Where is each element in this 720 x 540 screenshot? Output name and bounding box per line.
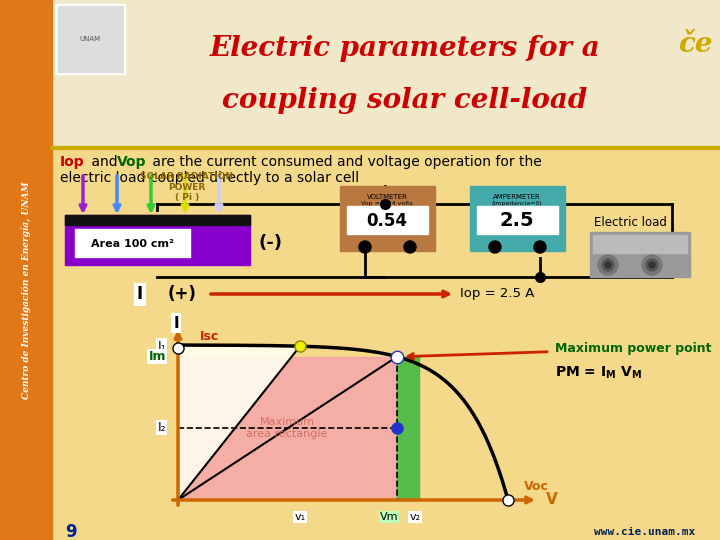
Bar: [178, 357, 397, 500]
Text: Centro de Investigación en Energía, UNAM: Centro de Investigación en Energía, UNAM: [22, 181, 31, 399]
Bar: [470, 186, 565, 251]
Text: 9: 9: [65, 523, 76, 540]
Text: 2.5: 2.5: [500, 212, 534, 231]
Text: Iop = 2.5 A: Iop = 2.5 A: [460, 287, 534, 300]
Circle shape: [489, 241, 501, 253]
Text: Maximum
area rectangle: Maximum area rectangle: [246, 417, 328, 438]
Bar: [58, 6, 123, 72]
Circle shape: [598, 255, 618, 275]
Text: V: V: [546, 492, 558, 508]
Text: UNAM: UNAM: [79, 36, 101, 42]
Text: Vop: Vop: [117, 155, 146, 169]
Text: Im: Im: [148, 350, 166, 363]
Bar: [347, 206, 428, 234]
Text: VOLTMETER: VOLTMETER: [366, 194, 408, 200]
Text: Iop: Iop: [60, 155, 85, 169]
Text: Voc: Voc: [523, 480, 549, 492]
Bar: [340, 186, 435, 251]
Text: PM = $\mathregular{I_M}$ $\mathregular{V_M}$: PM = $\mathregular{I_M}$ $\mathregular{V…: [555, 364, 642, 381]
Text: Area 100 cm²: Area 100 cm²: [91, 239, 174, 249]
Text: Electric parameters for a: Electric parameters for a: [210, 35, 600, 62]
Text: Isc: Isc: [200, 329, 220, 342]
Text: v₁: v₁: [294, 512, 305, 522]
Circle shape: [404, 241, 416, 253]
Text: (-): (-): [258, 234, 282, 252]
Bar: [65, 215, 250, 265]
Circle shape: [359, 241, 371, 253]
Text: electric load coupled directly to a solar cell: electric load coupled directly to a sola…: [60, 171, 359, 185]
Text: I: I: [174, 315, 179, 330]
Bar: [397, 357, 419, 500]
Bar: [590, 232, 690, 277]
Text: 0.54: 0.54: [366, 212, 408, 230]
Bar: [477, 206, 558, 234]
Circle shape: [534, 241, 546, 253]
Text: are the current consumed and voltage operation for the: are the current consumed and voltage ope…: [148, 155, 541, 169]
Text: SOLAR RADIATION
POWER
( Pi ): SOLAR RADIATION POWER ( Pi ): [140, 172, 233, 202]
Text: (+): (+): [168, 285, 197, 303]
Bar: [0, 0, 52, 540]
Bar: [75, 229, 190, 257]
Circle shape: [646, 259, 658, 271]
Text: coupling solar cell-load: coupling solar cell-load: [222, 86, 588, 113]
Text: (Impedancia=0): (Impedancia=0): [492, 200, 542, 206]
Text: I₂: I₂: [158, 421, 166, 434]
Bar: [55, 4, 125, 74]
Text: Vop = 0.54 volts: Vop = 0.54 volts: [361, 200, 413, 206]
Text: I: I: [137, 285, 143, 303]
Circle shape: [642, 255, 662, 275]
Text: www.cie.unam.mx: www.cie.unam.mx: [595, 527, 696, 537]
Text: AMPERMETER: AMPERMETER: [493, 194, 541, 200]
Text: Maximum power point: Maximum power point: [555, 342, 711, 355]
Text: Vm: Vm: [379, 512, 398, 522]
Bar: [65, 215, 250, 225]
Text: v₂: v₂: [410, 512, 420, 522]
Text: and: and: [87, 155, 122, 169]
Polygon shape: [178, 346, 300, 500]
Circle shape: [602, 259, 614, 271]
Circle shape: [605, 262, 611, 268]
Bar: [52, 0, 720, 148]
Circle shape: [649, 262, 655, 268]
Bar: [593, 235, 687, 253]
Text: če: če: [678, 31, 712, 58]
Text: I₁: I₁: [158, 340, 166, 353]
Text: Electric load: Electric load: [593, 215, 667, 228]
